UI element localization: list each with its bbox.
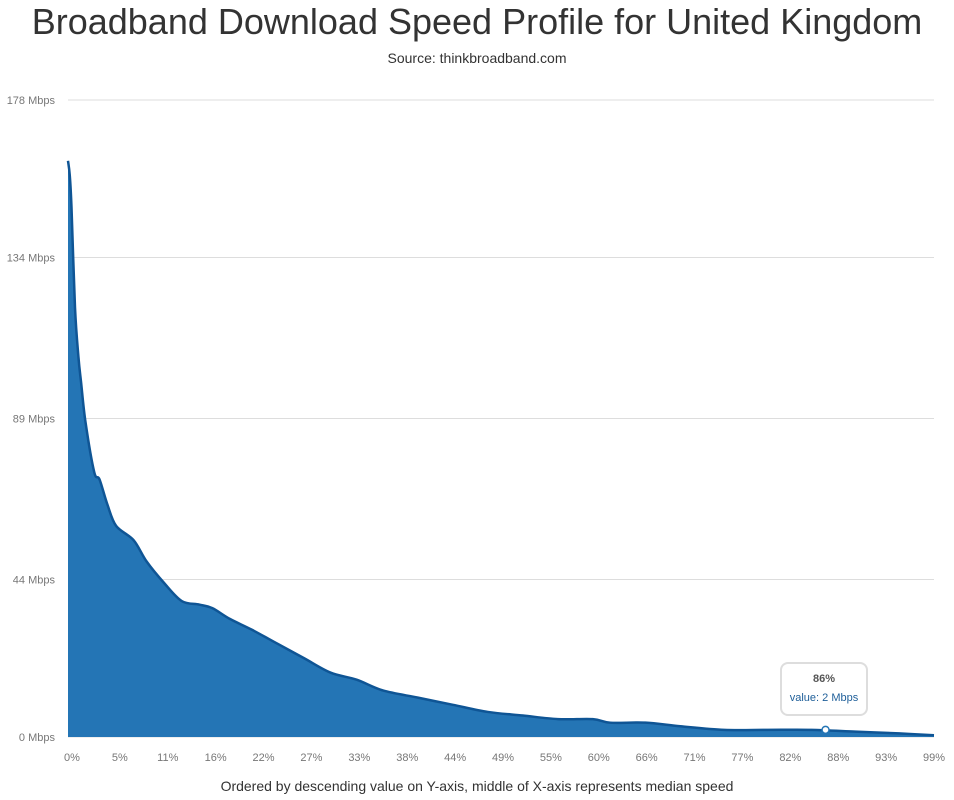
chart-subtitle: Source: thinkbroadband.com [387,50,567,66]
tooltip-title: 86% [812,673,836,685]
x-tick-label: 99% [923,752,945,764]
y-tick-label: 89 Mbps [13,414,56,426]
x-tick-label: 33% [348,752,370,764]
x-tick-label: 11% [157,752,178,764]
x-tick-label: 16% [205,752,227,764]
x-tick-label: 27% [300,752,322,764]
x-tick-label: 71% [684,752,706,764]
tooltip-value: value: 2 Mbps [789,692,859,704]
tooltip: 86% value: 2 Mbps [780,662,868,716]
x-tick-label: 60% [588,752,610,764]
x-tick-label: 5% [112,752,128,764]
x-tick-label: 38% [396,752,418,764]
x-tick-label: 49% [492,752,514,764]
y-tick-label: 44 Mbps [13,575,56,587]
chart-title: Broadband Download Speed Profile for Uni… [31,1,923,42]
x-axis-title: Ordered by descending value on Y-axis, m… [220,778,734,794]
y-tick-label: 134 Mbps [7,252,56,264]
x-tick-label: 93% [875,752,897,764]
x-tick-label: 22% [253,752,275,764]
series-area [68,160,934,737]
x-tick-label: 44% [444,752,466,764]
series-line [66,160,935,737]
hover-marker[interactable] [821,725,830,735]
x-tick-label: 55% [540,752,562,764]
x-tick-label: 0% [64,752,80,764]
x-tick-label: 77% [731,752,753,764]
x-tick-label: 66% [636,752,658,764]
y-tick-label: 0 Mbps [19,732,56,744]
y-tick-label: 178 Mbps [7,95,56,107]
x-tick-label: 82% [779,752,801,764]
x-tick-label: 88% [827,752,849,764]
